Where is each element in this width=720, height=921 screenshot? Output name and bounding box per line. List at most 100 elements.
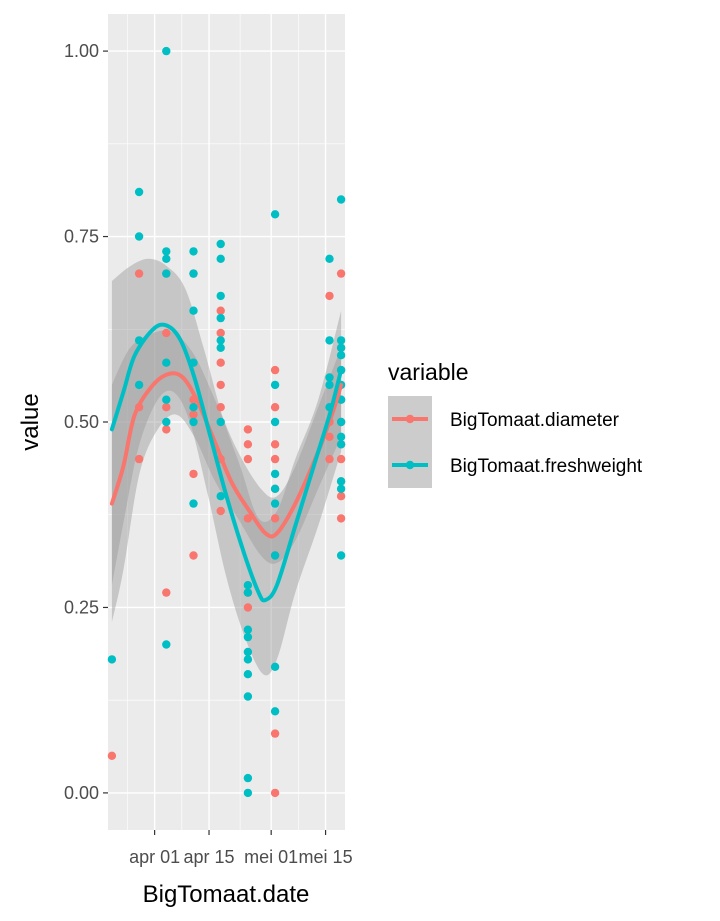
point-freshweight (270, 484, 280, 493)
point-diameter (162, 403, 171, 412)
point-freshweight (162, 417, 171, 427)
point-diameter (336, 269, 346, 278)
point-freshweight (243, 588, 253, 597)
point-freshweight (336, 440, 346, 449)
point-diameter (336, 514, 346, 523)
legend-key-point (405, 460, 415, 470)
smooth-line-diameter (109, 371, 344, 539)
point-freshweight (336, 551, 346, 560)
point-freshweight (270, 469, 280, 479)
point-freshweight (270, 707, 280, 716)
y-tick-label: 0.50 (64, 412, 99, 432)
point-diameter (162, 328, 171, 338)
point-freshweight (162, 640, 171, 649)
point-freshweight (243, 581, 253, 590)
point-freshweight (162, 254, 171, 263)
point-diameter (162, 425, 171, 434)
point-diameter (216, 380, 225, 390)
point-diameter (216, 306, 225, 315)
point-freshweight (134, 187, 144, 197)
point-diameter (325, 291, 334, 301)
point-freshweight (107, 655, 117, 664)
point-freshweight (216, 492, 225, 501)
point-freshweight (216, 417, 225, 427)
point-freshweight (243, 788, 253, 798)
point-diameter (336, 454, 346, 464)
point-freshweight (243, 773, 253, 783)
x-tick-label: mei 01 (244, 847, 298, 867)
point-freshweight (336, 477, 346, 486)
point-freshweight (325, 373, 334, 382)
point-freshweight (336, 351, 346, 360)
x-tick-label: apr 15 (183, 847, 234, 867)
point-diameter (189, 469, 198, 479)
point-freshweight (216, 313, 225, 323)
point-freshweight (336, 484, 346, 493)
point-diameter (216, 358, 225, 367)
point-diameter (270, 514, 280, 523)
smooth-lines (109, 322, 344, 603)
point-diameter (270, 365, 280, 375)
point-freshweight (162, 395, 171, 404)
point-diameter (189, 410, 198, 419)
point-freshweight (243, 692, 253, 701)
confidence-band-0 (111, 330, 342, 623)
point-freshweight (216, 291, 225, 301)
point-diameter (336, 492, 346, 501)
legend-title: variable (388, 359, 469, 385)
x-tick-label: mei 15 (299, 847, 353, 867)
point-diameter (162, 588, 171, 597)
point-freshweight (336, 432, 346, 441)
legend-label: BigTomaat.diameter (450, 410, 620, 431)
point-diameter (325, 432, 334, 441)
x-axis-ticks: apr 01 apr 15 mei 01 mei 15 (129, 830, 353, 867)
point-freshweight (243, 647, 253, 657)
point-diameter (270, 788, 280, 798)
point-diameter (270, 454, 280, 464)
x-tick-label: apr 01 (129, 847, 180, 867)
point-diameter (216, 328, 225, 338)
x-axis-title: BigTomaat.date (143, 881, 310, 908)
point-diameter (325, 454, 334, 464)
point-diameter (270, 440, 280, 449)
point-diameter (107, 751, 117, 760)
point-freshweight (162, 358, 171, 367)
point-diameter (243, 603, 253, 612)
point-freshweight (270, 380, 280, 390)
point-diameter (216, 403, 225, 412)
smooth-line-freshweight (109, 322, 344, 603)
y-tick-label: 1.00 (64, 41, 99, 61)
legend-key-point (405, 414, 415, 424)
point-freshweight (134, 380, 144, 390)
point-freshweight (189, 247, 198, 256)
point-freshweight (325, 336, 334, 345)
point-freshweight (270, 551, 280, 560)
point-freshweight (216, 254, 225, 263)
point-freshweight (216, 336, 225, 345)
point-diameter (216, 506, 225, 516)
point-freshweight (325, 254, 334, 263)
point-freshweight (243, 655, 253, 664)
point-freshweight (270, 417, 280, 427)
point-freshweight (270, 499, 280, 508)
point-freshweight (189, 403, 198, 412)
point-freshweight (336, 336, 346, 345)
point-freshweight (336, 417, 346, 427)
y-tick-label: 0.75 (64, 227, 99, 247)
point-freshweight (243, 632, 253, 642)
point-freshweight (189, 306, 198, 315)
data-points (107, 46, 346, 798)
point-freshweight (216, 343, 225, 352)
legend: variable BigTomaat.diameter BigTomaat.fre… (388, 359, 643, 488)
point-freshweight (270, 210, 280, 219)
point-freshweight (162, 46, 171, 56)
point-diameter (243, 514, 253, 523)
point-diameter (270, 729, 280, 738)
point-diameter (243, 440, 253, 449)
point-diameter (189, 551, 198, 560)
point-freshweight (189, 269, 198, 278)
point-freshweight (336, 343, 346, 352)
point-diameter (134, 454, 144, 464)
grid (108, 14, 345, 830)
